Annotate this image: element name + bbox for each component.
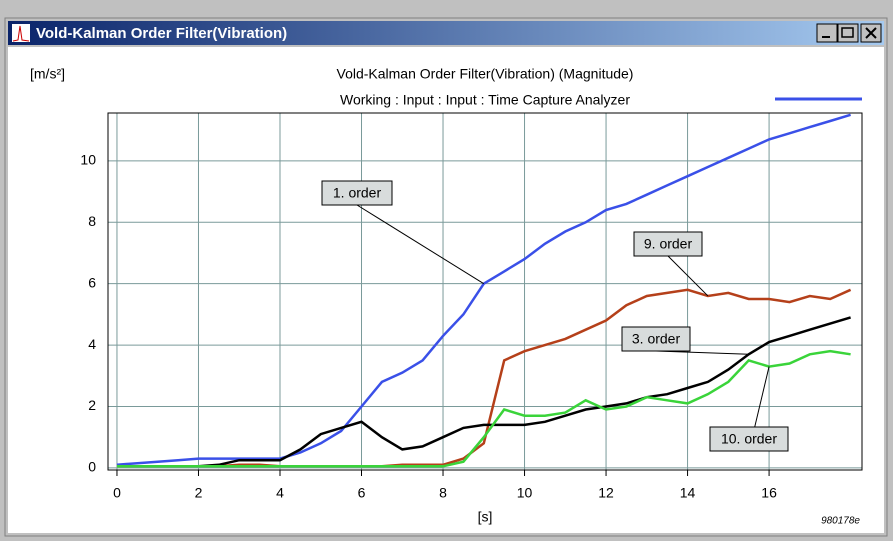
series-line <box>117 288 852 468</box>
callout-box <box>709 426 789 452</box>
y-tick-label: 6 <box>88 274 96 290</box>
callout-label: 1. order <box>333 185 382 201</box>
x-tick-label: 12 <box>598 485 614 501</box>
x-tick-label: 0 <box>113 485 121 501</box>
callout-label: 3. order <box>632 331 681 347</box>
maximize-button[interactable] <box>837 23 859 43</box>
callout-leader <box>356 204 485 285</box>
x-tick-label: 4 <box>276 485 284 501</box>
callout-label: 10. order <box>721 431 777 447</box>
title-bar <box>8 21 884 45</box>
callout-leader <box>667 255 709 297</box>
callout-box <box>321 180 393 206</box>
x-tick-label: 6 <box>358 485 366 501</box>
window-buttons[interactable] <box>816 23 882 43</box>
app-icon-glyph <box>12 25 30 42</box>
y-tick-label: 2 <box>88 397 96 413</box>
x-tick-label: 10 <box>517 485 533 501</box>
callout-box <box>621 326 691 352</box>
y-tick-label: 0 <box>88 459 96 475</box>
y-tick-label: 10 <box>80 152 96 168</box>
series-line <box>117 349 851 468</box>
minimize-button[interactable] <box>816 23 838 43</box>
callout-label: 9. order <box>644 236 693 252</box>
window-title: Vold-Kalman Order Filter(Vibration) <box>36 25 287 42</box>
callout-leader <box>655 350 749 355</box>
series-line <box>117 316 851 468</box>
chart-title: Vold-Kalman Order Filter(Vibration) (Mag… <box>337 66 634 82</box>
close-glyph <box>865 27 877 39</box>
x-tick-label: 8 <box>439 485 447 501</box>
x-tick-label: 16 <box>761 485 777 501</box>
plot-frame <box>107 112 863 471</box>
maximize-glyph <box>841 27 854 38</box>
x-axis-label: [s] <box>478 509 493 525</box>
figure-code: 980178e <box>821 516 860 527</box>
x-tick-label: 14 <box>680 485 696 501</box>
y-tick-label: 4 <box>88 336 96 352</box>
chart-subtitle: Working : Input : Input : Time Capture A… <box>340 92 630 108</box>
series-line <box>116 113 851 467</box>
window-border <box>4 17 888 537</box>
callout-box <box>633 231 703 257</box>
chart-area <box>8 47 884 533</box>
y-tick-label: 8 <box>88 213 96 229</box>
x-tick-label: 2 <box>195 485 203 501</box>
y-axis-label: [m/s²] <box>30 66 65 82</box>
